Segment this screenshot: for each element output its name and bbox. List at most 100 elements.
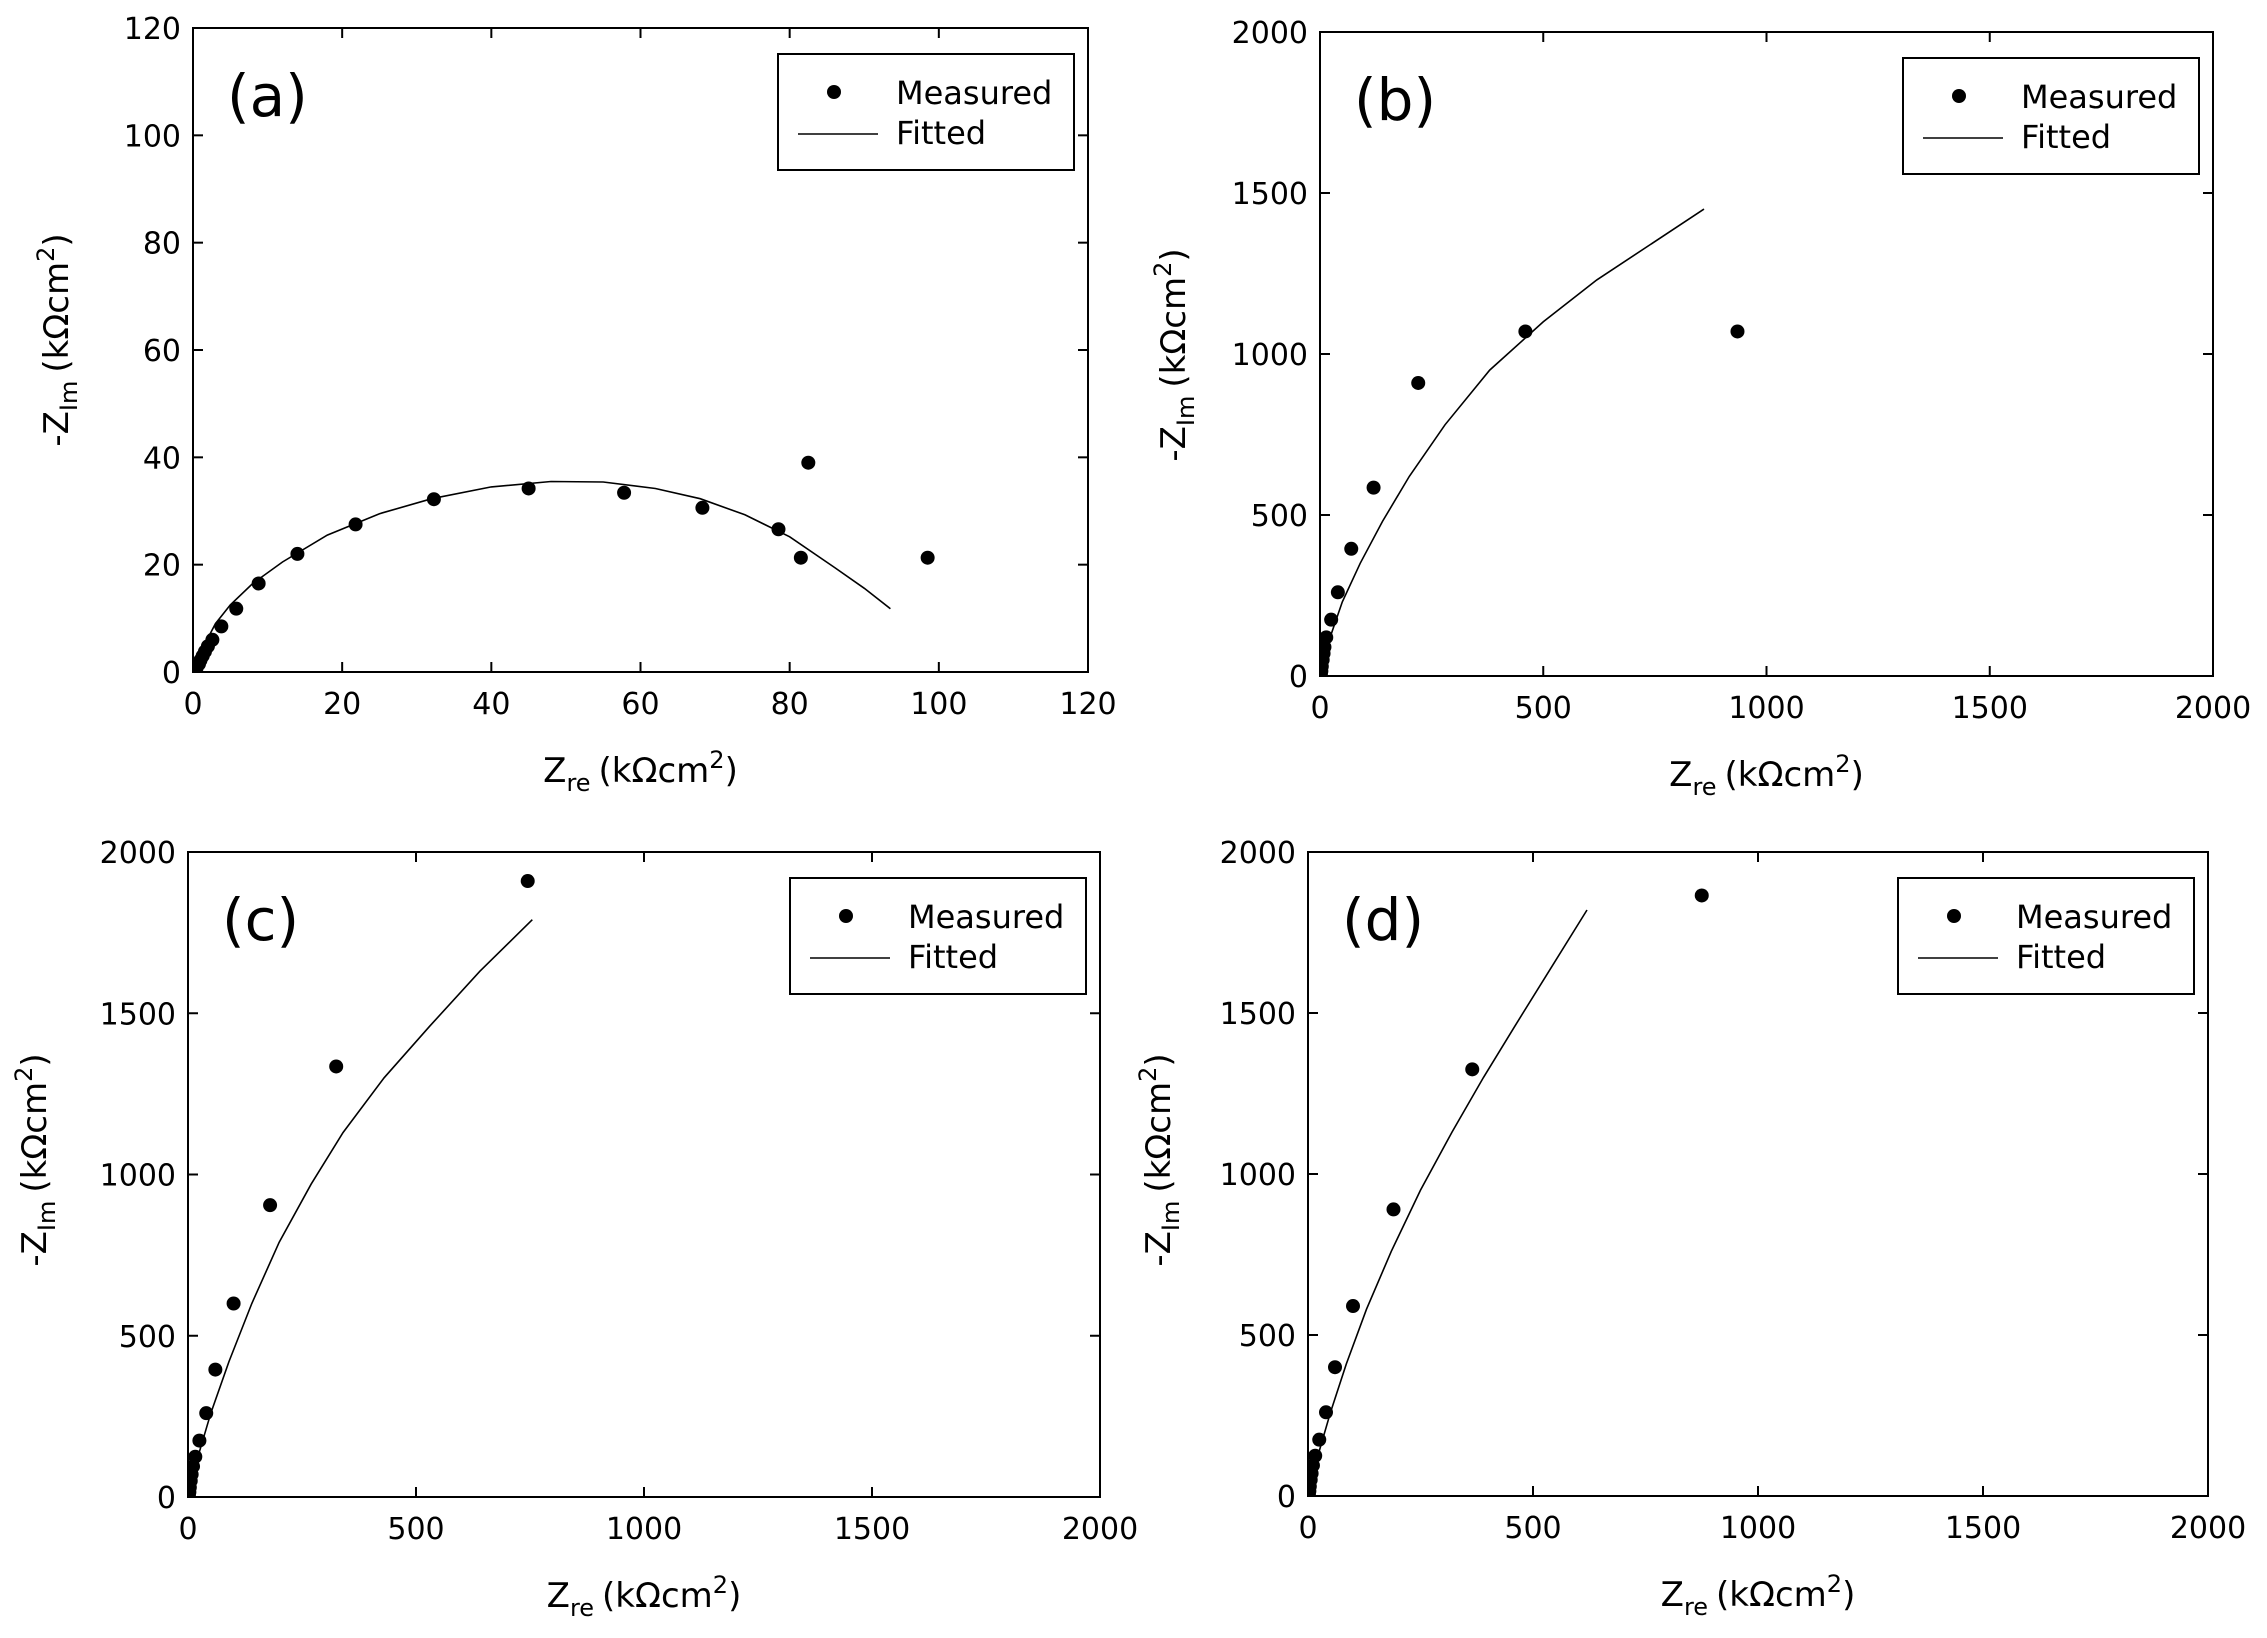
measured-point (251, 576, 266, 591)
fitted-line (1308, 909, 1588, 1496)
measured-point (1518, 324, 1533, 339)
measured-point (1344, 541, 1359, 556)
legend-marker-measured (1947, 909, 1961, 923)
x-tick-label: 20 (323, 687, 361, 722)
x-axis-label-main: Z (547, 1576, 570, 1616)
x-axis-label: Zre (kΩcm2) (1669, 750, 1864, 801)
measured-point (793, 550, 808, 565)
x-axis-label-main: Z (1661, 1575, 1684, 1615)
y-tick-label: 1500 (100, 997, 176, 1032)
measured-point (1730, 324, 1745, 339)
x-axis-label-unit: (kΩcm (1716, 1575, 1827, 1615)
x-axis-label-sub: re (1692, 773, 1716, 801)
y-axis-label-sup: 2 (32, 247, 60, 262)
y-tick-label: 120 (124, 12, 181, 47)
measured-point (348, 517, 363, 532)
x-axis-label-sub: re (1684, 1593, 1708, 1621)
fitted-line (1320, 208, 1705, 676)
y-tick-label: 1500 (1232, 177, 1308, 212)
x-tick-label: 2000 (1062, 1512, 1138, 1547)
y-tick-label: 60 (143, 334, 181, 369)
x-tick-label: 2000 (2175, 691, 2251, 726)
x-axis-label-unit: (kΩcm (599, 751, 710, 791)
legend-marker-measured (1952, 89, 1966, 103)
y-axis-label-close: ) (1154, 248, 1194, 261)
y-tick-label: 40 (143, 441, 181, 476)
x-axis-label-unit: (kΩcm (1725, 755, 1836, 795)
x-axis-label-sub: re (570, 1594, 594, 1622)
legend-box (1902, 57, 2200, 175)
measured-point (920, 550, 935, 565)
y-axis-label: -ZIm (kΩcm2) (10, 1053, 61, 1266)
measured-point (1386, 1202, 1401, 1217)
measured-point (801, 455, 816, 470)
legend-label-fitted: Fitted (896, 114, 986, 152)
y-axis-label-close: ) (15, 1053, 55, 1066)
y-axis-label-sub: Im (1172, 396, 1200, 426)
measured-point (521, 481, 536, 496)
x-tick-label: 0 (1298, 1511, 1317, 1546)
legend-marker-measured (827, 85, 841, 99)
y-tick-label: 80 (143, 227, 181, 262)
x-tick-label: 1000 (1720, 1511, 1796, 1546)
x-axis-label-sup: 2 (713, 1571, 728, 1599)
x-tick-label: 1500 (1952, 691, 2028, 726)
x-axis-label-close: ) (728, 1576, 741, 1616)
measured-point (229, 601, 244, 616)
x-tick-label: 0 (183, 687, 202, 722)
x-tick-label: 0 (178, 1512, 197, 1547)
measured-point (263, 1198, 278, 1213)
y-axis-label-sub: Im (1157, 1201, 1185, 1231)
x-axis-label-main: Z (1669, 755, 1692, 795)
x-tick-label: 500 (1515, 691, 1572, 726)
legend-label-measured: Measured (2016, 898, 2172, 936)
y-axis-label-sup: 2 (1134, 1067, 1162, 1082)
y-tick-label: 20 (143, 549, 181, 584)
y-tick-label: 500 (1251, 499, 1308, 534)
y-axis-label-main: -Z (37, 411, 77, 447)
y-tick-label: 1000 (1220, 1158, 1296, 1193)
y-axis-label-sup: 2 (10, 1067, 38, 1082)
legend-box (1897, 877, 2195, 995)
y-axis-label-main: -Z (1154, 426, 1194, 462)
panel-label: (b) (1354, 66, 1436, 134)
panel-label: (c) (222, 886, 299, 954)
y-axis-label-main: -Z (1139, 1231, 1179, 1267)
measured-point (1366, 480, 1381, 495)
x-tick-label: 1000 (1728, 691, 1804, 726)
y-tick-label: 1000 (1232, 338, 1308, 373)
measured-point (1694, 888, 1709, 903)
panel-label: (d) (1342, 886, 1424, 954)
x-tick-label: 500 (1504, 1511, 1561, 1546)
x-axis-label-sup: 2 (1827, 1570, 1842, 1598)
x-axis-label-main: Z (543, 751, 566, 791)
legend-label-measured: Measured (896, 74, 1052, 112)
x-tick-label: 500 (387, 1512, 444, 1547)
y-tick-label: 1000 (100, 1159, 176, 1194)
y-tick-label: 2000 (1232, 16, 1308, 51)
measured-point (1346, 1299, 1360, 1314)
x-axis-label-close: ) (1842, 1575, 1855, 1615)
y-axis-label: -ZIm (kΩcm2) (1134, 1053, 1185, 1266)
y-axis-label-sub: Im (55, 381, 83, 411)
measured-point (1411, 375, 1426, 390)
x-tick-label: 60 (621, 687, 659, 722)
panel-d: 0 500 1000 1500 2000 0 500 1000 1500 2000 (d) Zre (k… (1134, 836, 2246, 1621)
y-tick-label: 500 (1239, 1319, 1296, 1354)
x-axis-label: Zre (kΩcm2) (1661, 1570, 1856, 1621)
x-axis-label-sup: 2 (1835, 750, 1850, 778)
measured-point (695, 500, 710, 515)
legend-label-measured: Measured (2021, 78, 2177, 116)
x-tick-label: 0 (1310, 691, 1329, 726)
y-tick-label: 0 (162, 656, 181, 691)
y-tick-label: 2000 (100, 836, 176, 871)
measured-point (329, 1059, 344, 1074)
y-axis-label-unit: (kΩcm (1154, 277, 1194, 388)
panel-label: (a) (227, 62, 308, 130)
measured-point (214, 619, 229, 634)
legend-box (777, 53, 1075, 171)
legend-label-fitted: Fitted (2016, 938, 2106, 976)
x-tick-label: 1000 (606, 1512, 682, 1547)
